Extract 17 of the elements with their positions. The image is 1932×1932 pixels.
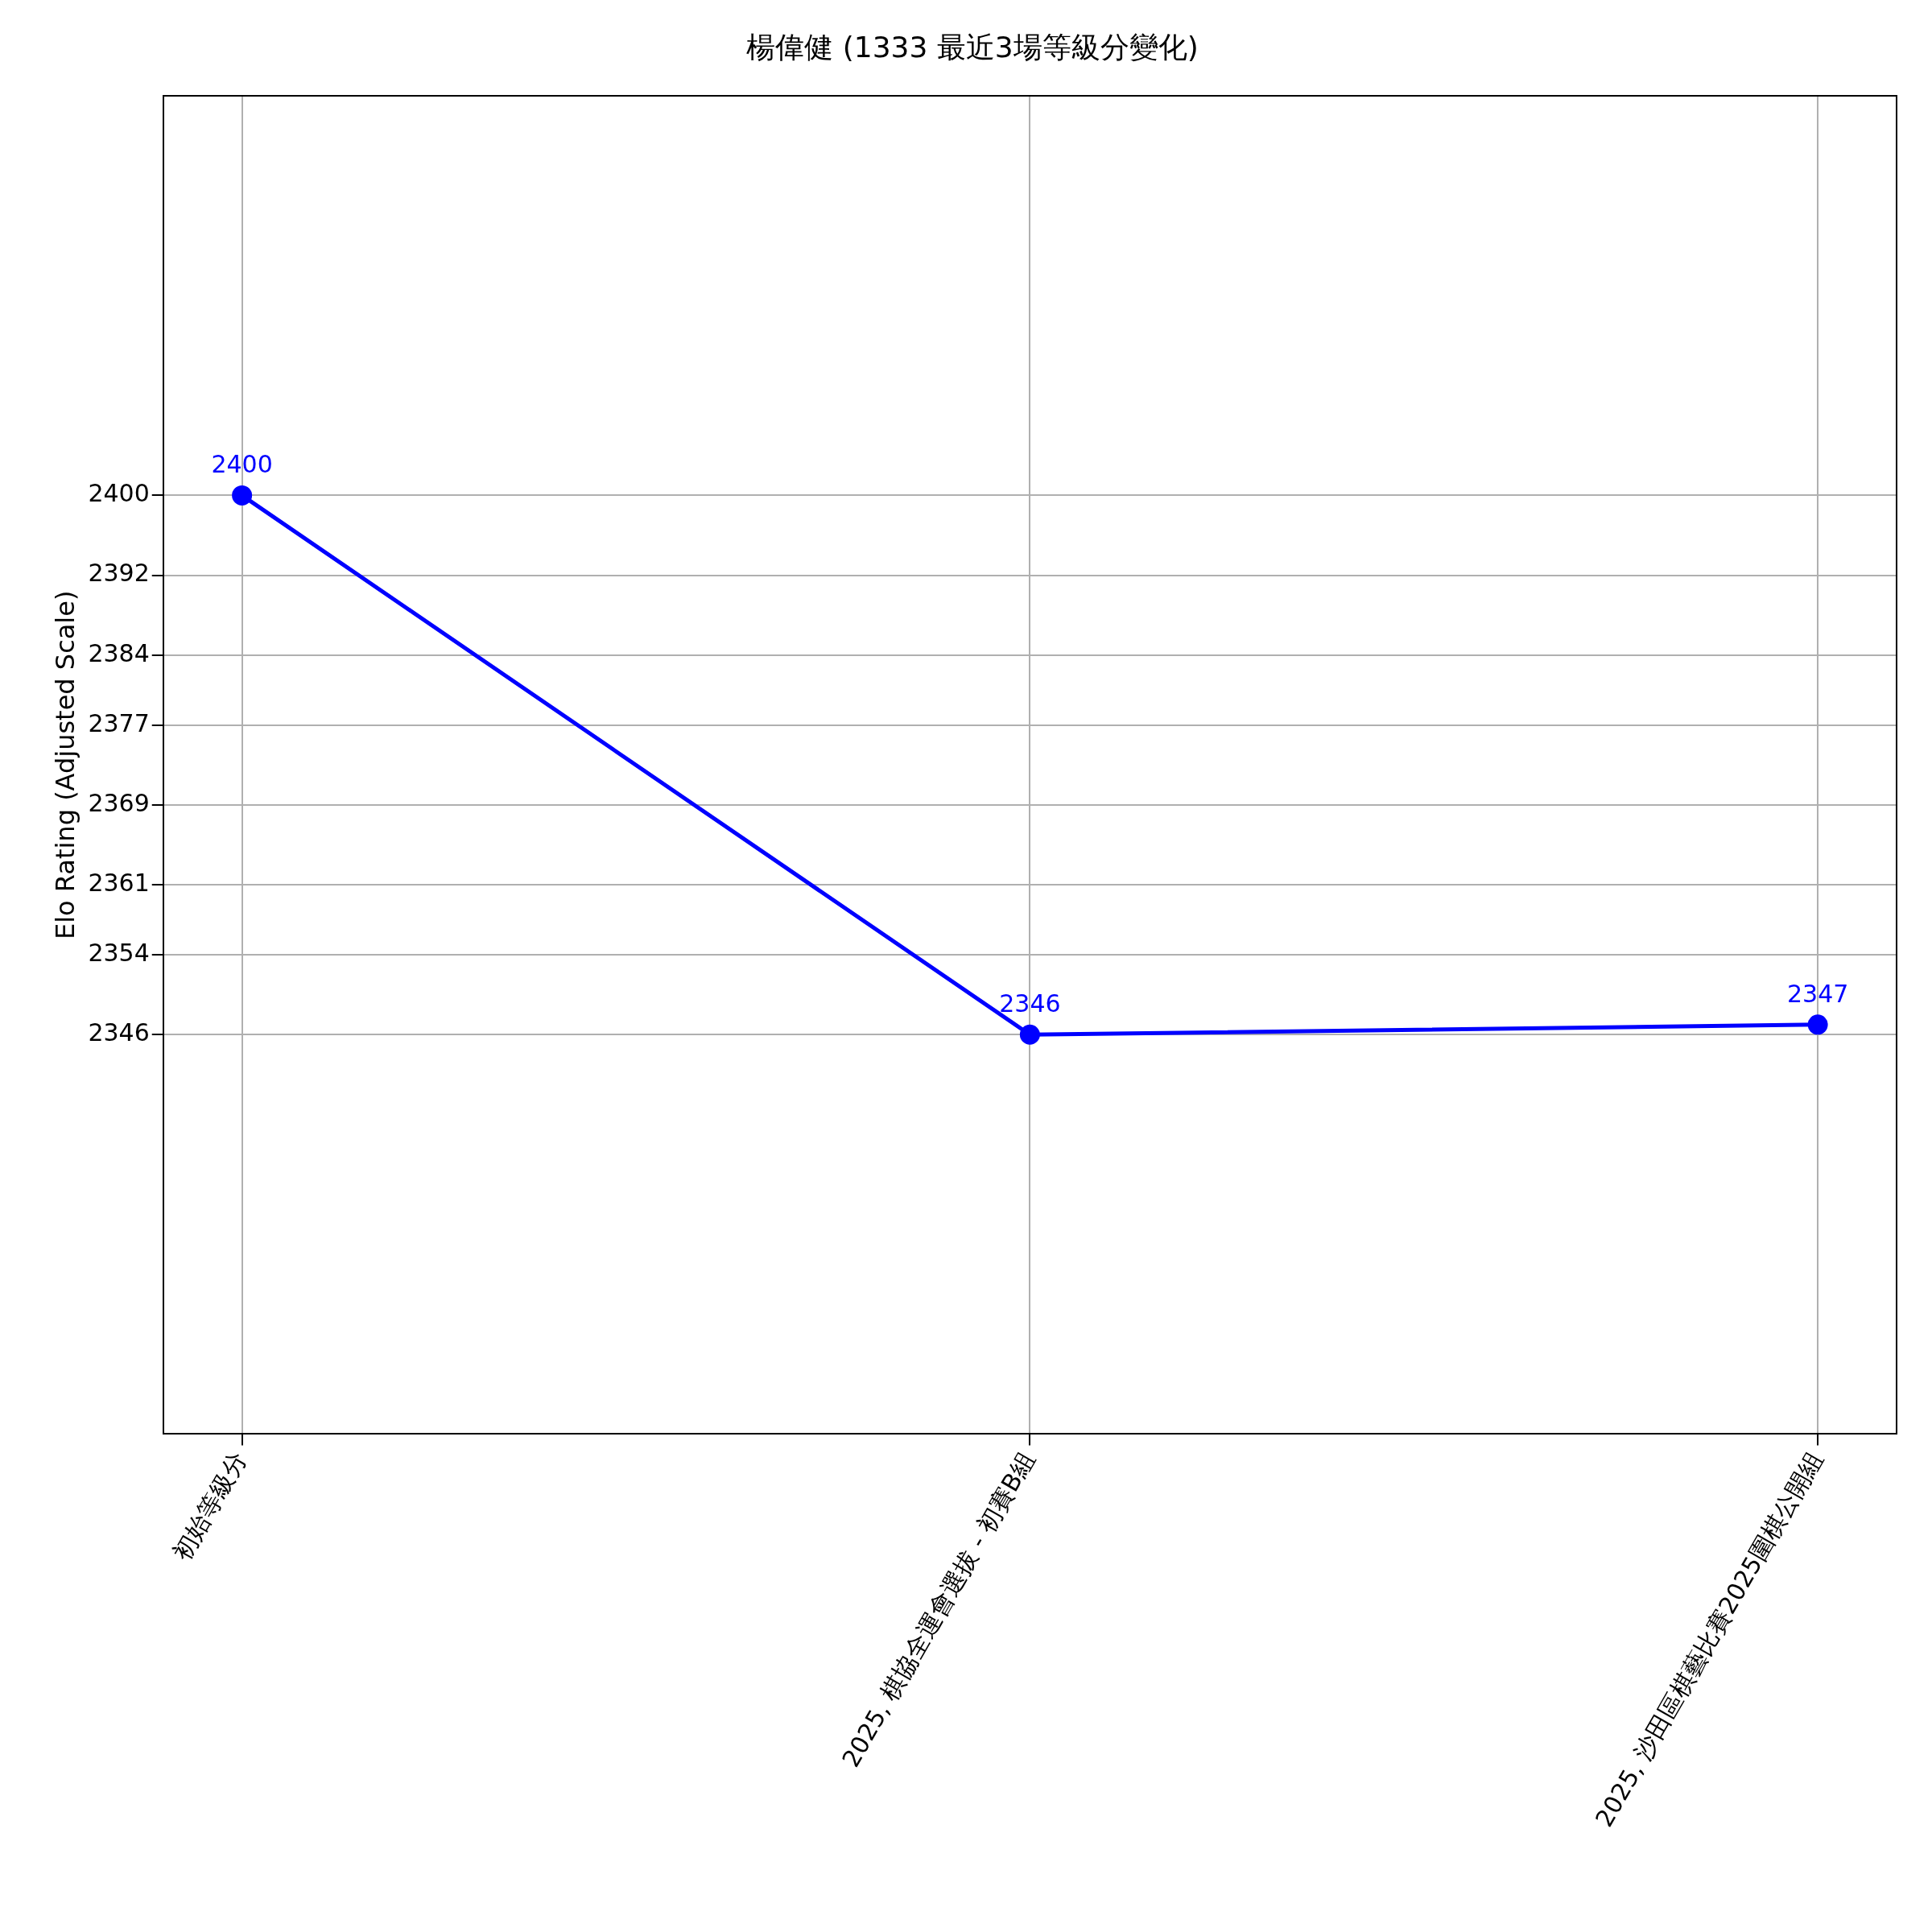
y-axis-title: Elo Rating (Adjusted Scale) (49, 590, 80, 940)
point (1807, 1014, 1828, 1035)
y-tick-label: 2400 (88, 479, 150, 508)
chart-title: 楊偉健 (1333 最近3場等級分變化) (746, 30, 1199, 64)
y-tick-label: 2369 (88, 788, 150, 817)
x-tick-label: 初始等級分 (167, 1447, 253, 1566)
point (232, 485, 253, 506)
y-tick-label: 2384 (88, 638, 150, 667)
data-label: 2400 (211, 450, 273, 479)
y-tick-label: 2361 (88, 869, 150, 897)
data-label: 2346 (999, 989, 1061, 1018)
y-tick-label: 2354 (88, 938, 150, 967)
point (1019, 1024, 1040, 1045)
y-tick-label: 2346 (88, 1018, 150, 1047)
y-tick-label: 2377 (88, 708, 150, 737)
y-tick-label: 2392 (88, 559, 150, 588)
data-label: 2347 (1786, 979, 1849, 1008)
